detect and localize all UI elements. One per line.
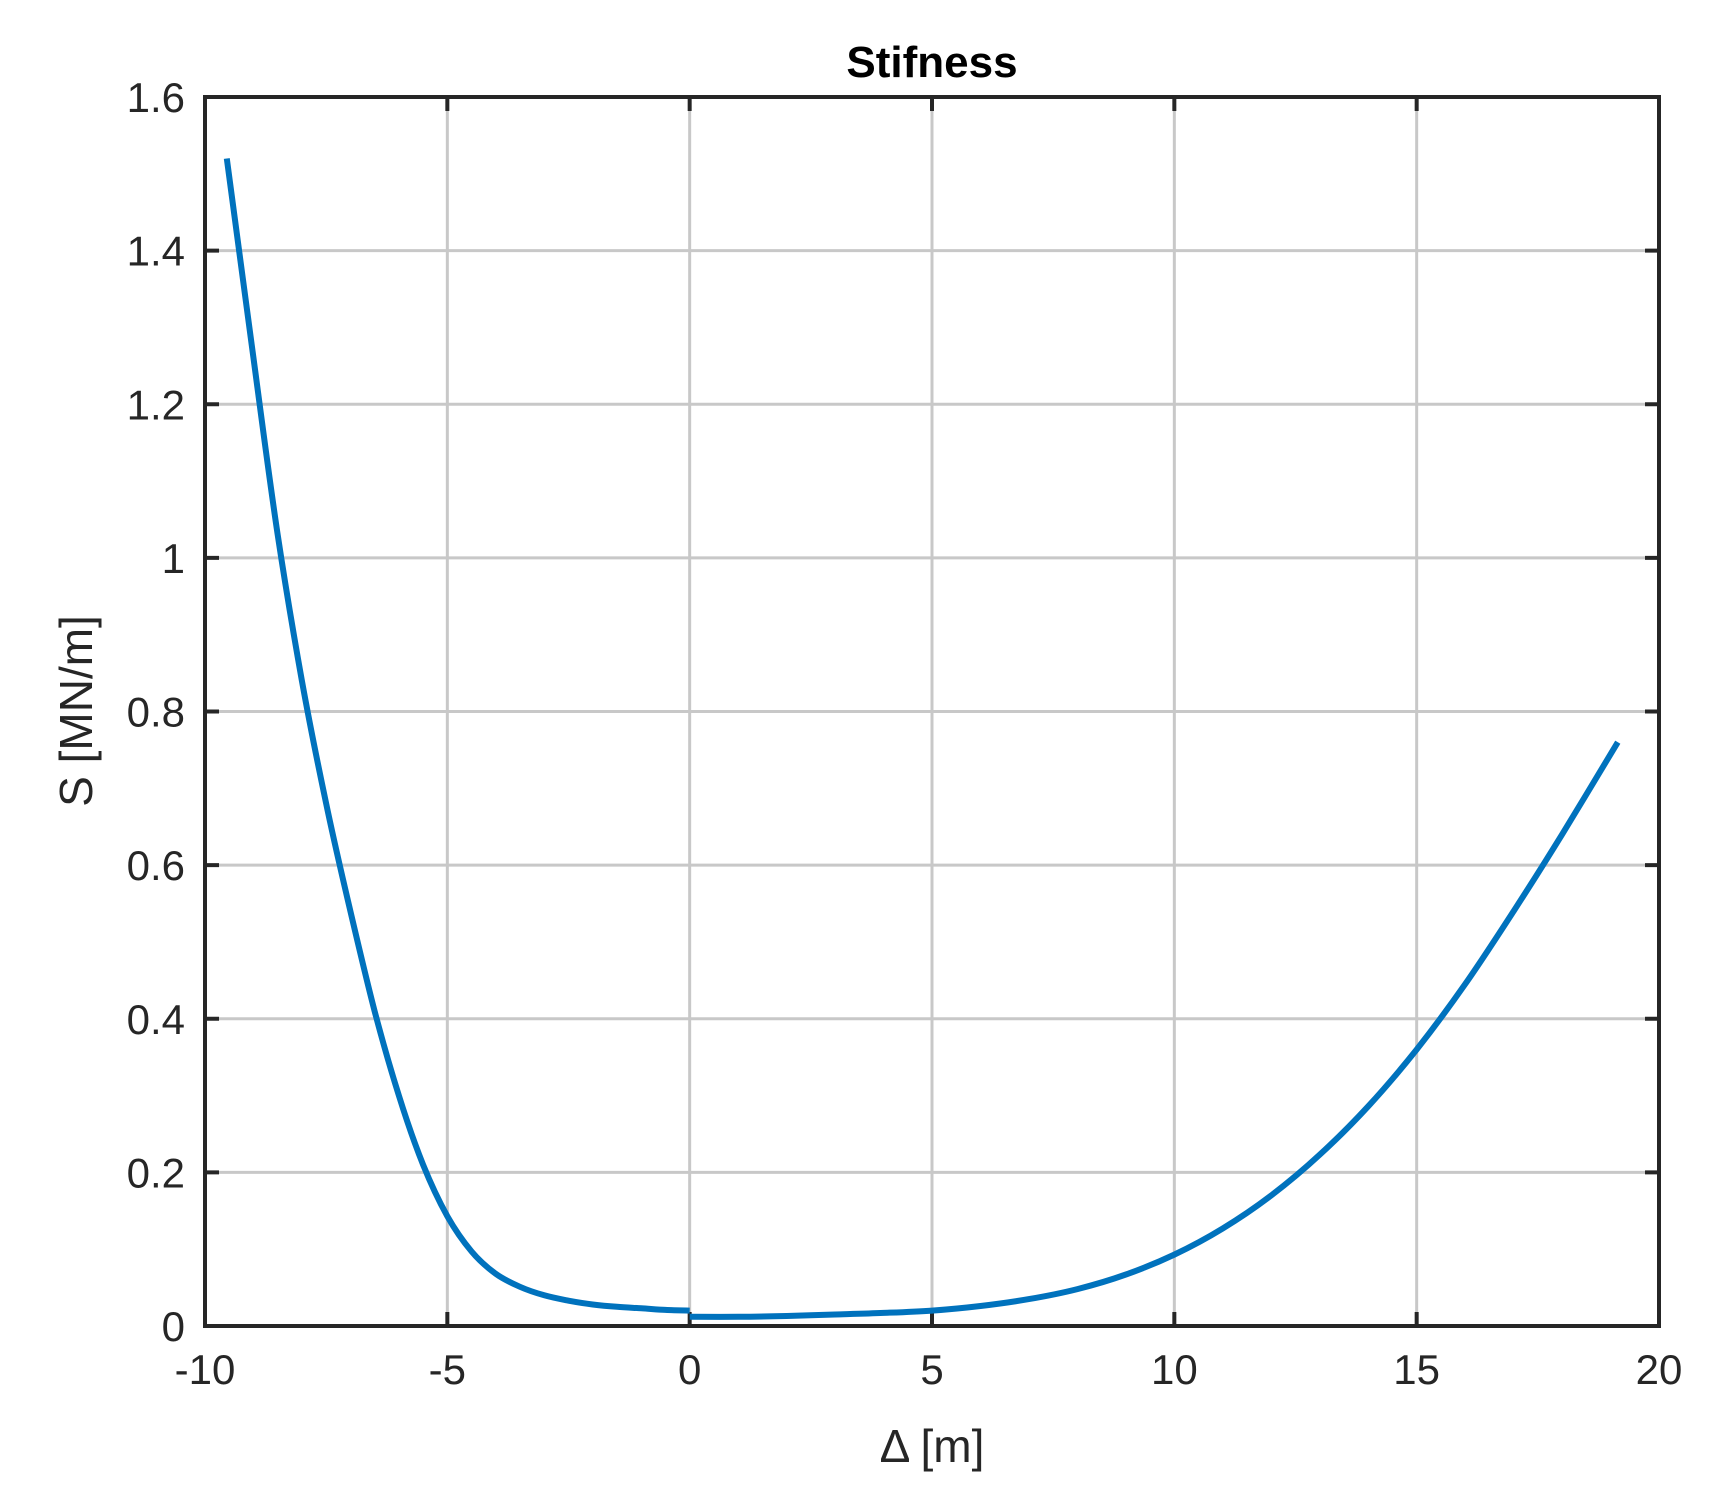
y-tick-label: 1 bbox=[162, 535, 185, 582]
x-tick-label: 0 bbox=[678, 1346, 701, 1393]
y-tick-label: 1.6 bbox=[127, 74, 185, 121]
axes-box bbox=[203, 95, 1661, 1328]
chart-title: Stifness bbox=[846, 38, 1017, 87]
y-tick-label: 0.4 bbox=[127, 996, 185, 1043]
x-tick-labels: -10 -5 0 5 10 15 20 bbox=[175, 1346, 1683, 1393]
y-tick-label: 0.6 bbox=[127, 842, 185, 889]
x-tick-label: 10 bbox=[1151, 1346, 1198, 1393]
y-axis-label: S [MN/m] bbox=[50, 615, 102, 807]
y-tick-labels: 0 0.2 0.4 0.6 0.8 1 1.2 1.4 1.6 bbox=[127, 74, 185, 1350]
y-tick-label: 1.2 bbox=[127, 381, 185, 428]
x-tick-label: 20 bbox=[1636, 1346, 1683, 1393]
data-lines bbox=[223, 158, 1621, 1320]
x-tick-label: 15 bbox=[1393, 1346, 1440, 1393]
series-line bbox=[223, 158, 690, 1314]
x-axis-label: Δ [m] bbox=[880, 1420, 985, 1472]
y-tick-label: 0.2 bbox=[127, 1149, 185, 1196]
x-tick-label: 5 bbox=[920, 1346, 943, 1393]
x-tick-label: -10 bbox=[175, 1346, 236, 1393]
y-tick-label: 0 bbox=[162, 1303, 185, 1350]
y-tick-label: 1.4 bbox=[127, 228, 185, 275]
x-tick-label: -5 bbox=[429, 1346, 466, 1393]
grid-lines bbox=[205, 97, 1659, 1326]
y-tick-label: 0.8 bbox=[127, 689, 185, 736]
series-line bbox=[689, 740, 1621, 1320]
